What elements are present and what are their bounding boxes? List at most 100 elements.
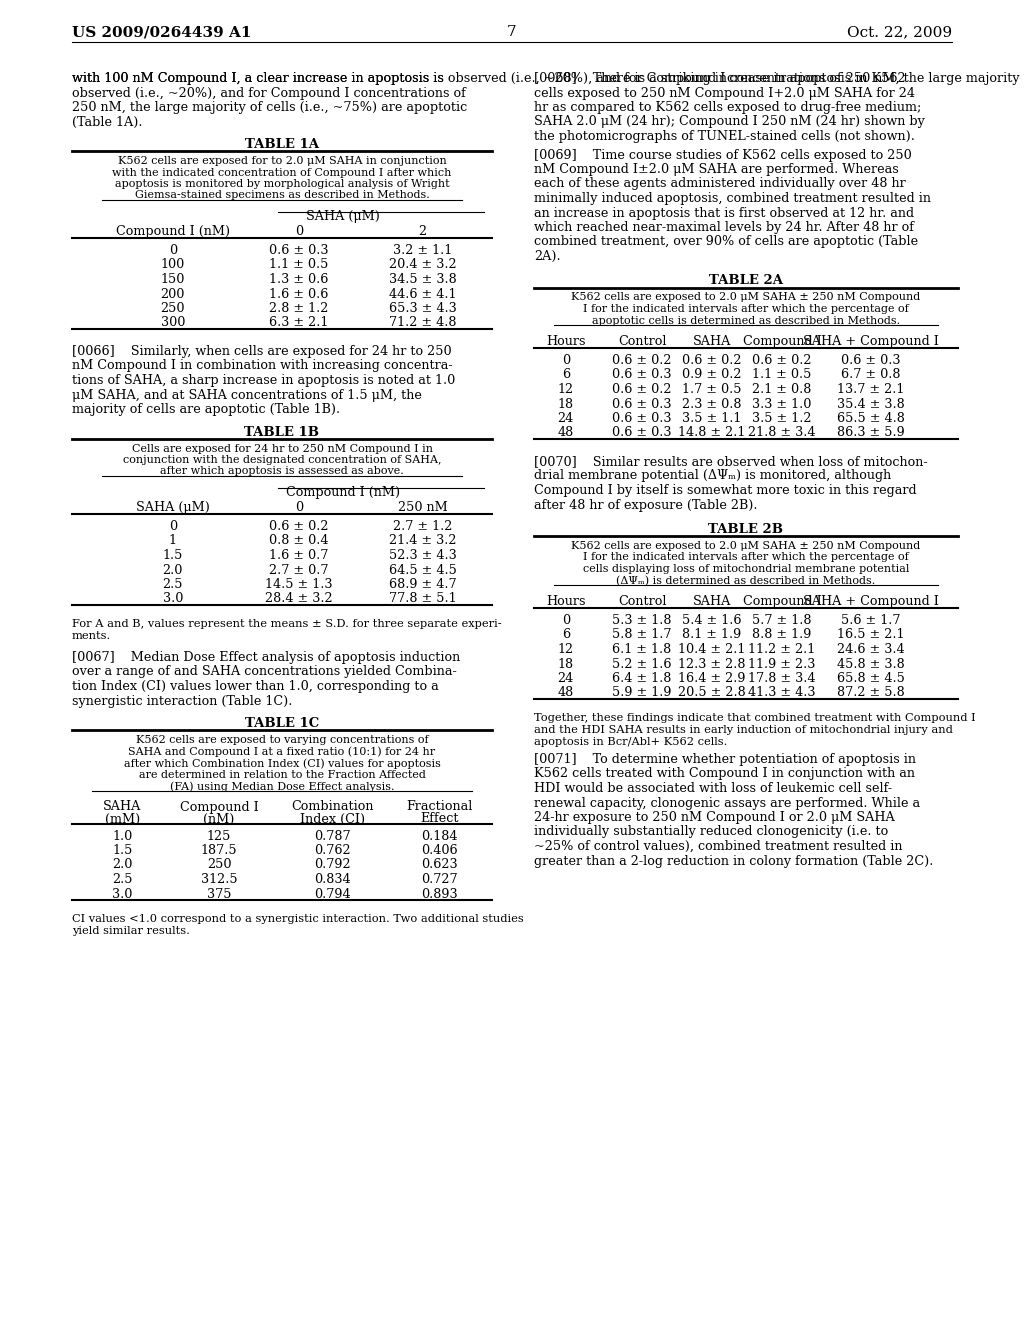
Text: TABLE 2B: TABLE 2B bbox=[709, 523, 783, 536]
Text: apoptosis in Bcr/Abl+ K562 cells.: apoptosis in Bcr/Abl+ K562 cells. bbox=[534, 737, 727, 747]
Text: 2.3 ± 0.8: 2.3 ± 0.8 bbox=[682, 397, 741, 411]
Text: Control: Control bbox=[617, 595, 667, 609]
Text: 1: 1 bbox=[169, 535, 177, 548]
Text: [0069]    Time course studies of K562 cells exposed to 250: [0069] Time course studies of K562 cells… bbox=[534, 149, 911, 161]
Text: minimally induced apoptosis, combined treatment resulted in: minimally induced apoptosis, combined tr… bbox=[534, 191, 931, 205]
Text: 1.1 ± 0.5: 1.1 ± 0.5 bbox=[269, 259, 329, 272]
Text: 0.6 ± 0.2: 0.6 ± 0.2 bbox=[612, 383, 672, 396]
Text: the photomicrographs of TUNEL-stained cells (not shown).: the photomicrographs of TUNEL-stained ce… bbox=[534, 129, 914, 143]
Text: Compound I: Compound I bbox=[742, 595, 821, 609]
Text: 6.4 ± 1.8: 6.4 ± 1.8 bbox=[612, 672, 672, 685]
Text: 1.5: 1.5 bbox=[163, 549, 183, 562]
Text: after which Combination Index (CI) values for apoptosis: after which Combination Index (CI) value… bbox=[124, 758, 440, 768]
Text: Fractional: Fractional bbox=[407, 800, 473, 813]
Text: 0.792: 0.792 bbox=[314, 858, 350, 871]
Text: cells displaying loss of mitochondrial membrane potential: cells displaying loss of mitochondrial m… bbox=[583, 564, 909, 574]
Text: an increase in apoptosis that is first observed at 12 hr. and: an increase in apoptosis that is first o… bbox=[534, 206, 914, 219]
Text: 0: 0 bbox=[295, 224, 303, 238]
Text: (nM): (nM) bbox=[204, 813, 234, 825]
Text: 11.9 ± 2.3: 11.9 ± 2.3 bbox=[749, 657, 816, 671]
Text: 8.1 ± 1.9: 8.1 ± 1.9 bbox=[682, 628, 741, 642]
Text: 6.1 ± 1.8: 6.1 ± 1.8 bbox=[612, 643, 672, 656]
Text: 5.2 ± 1.6: 5.2 ± 1.6 bbox=[612, 657, 672, 671]
Text: observed (i.e., ~20%), and for Compound I concentrations of: observed (i.e., ~20%), and for Compound … bbox=[72, 87, 466, 99]
Text: (FA) using Median Dose Effect analysis.: (FA) using Median Dose Effect analysis. bbox=[170, 781, 394, 792]
Text: 16.5 ± 2.1: 16.5 ± 2.1 bbox=[838, 628, 905, 642]
Text: 250 nM, the large majority of cells (i.e., ~75%) are apoptotic: 250 nM, the large majority of cells (i.e… bbox=[72, 102, 467, 114]
Text: Oct. 22, 2009: Oct. 22, 2009 bbox=[847, 25, 952, 40]
Text: [0067]    Median Dose Effect analysis of apoptosis induction: [0067] Median Dose Effect analysis of ap… bbox=[72, 651, 460, 664]
Text: 250: 250 bbox=[161, 302, 185, 315]
Text: 2A).: 2A). bbox=[534, 249, 560, 263]
Text: greater than a 2-log reduction in colony formation (Table 2C).: greater than a 2-log reduction in colony… bbox=[534, 854, 933, 867]
Text: majority of cells are apoptotic (Table 1B).: majority of cells are apoptotic (Table 1… bbox=[72, 403, 340, 416]
Text: hr as compared to K562 cells exposed to drug-free medium;: hr as compared to K562 cells exposed to … bbox=[534, 102, 922, 114]
Text: conjunction with the designated concentration of SAHA,: conjunction with the designated concentr… bbox=[123, 455, 441, 465]
Text: 0.794: 0.794 bbox=[314, 887, 350, 900]
Text: 2.5: 2.5 bbox=[113, 873, 133, 886]
Text: (Table 1A).: (Table 1A). bbox=[72, 116, 142, 128]
Text: 5.4 ± 1.6: 5.4 ± 1.6 bbox=[682, 614, 741, 627]
Text: 6: 6 bbox=[562, 628, 570, 642]
Text: 0.893: 0.893 bbox=[421, 887, 458, 900]
Text: synergistic interaction (Table 1C).: synergistic interaction (Table 1C). bbox=[72, 694, 293, 708]
Text: Compound I: Compound I bbox=[742, 335, 821, 348]
Text: 1.3 ± 0.6: 1.3 ± 0.6 bbox=[269, 273, 329, 286]
Text: ments.: ments. bbox=[72, 631, 112, 642]
Text: 48: 48 bbox=[558, 426, 573, 440]
Text: 21.4 ± 3.2: 21.4 ± 3.2 bbox=[389, 535, 457, 548]
Text: 35.4 ± 3.8: 35.4 ± 3.8 bbox=[838, 397, 905, 411]
Text: 6.3 ± 2.1: 6.3 ± 2.1 bbox=[269, 317, 329, 330]
Text: SAHA: SAHA bbox=[693, 335, 731, 348]
Text: 24-hr exposure to 250 nM Compound I or 2.0 μM SAHA: 24-hr exposure to 250 nM Compound I or 2… bbox=[534, 810, 895, 824]
Text: 100: 100 bbox=[161, 259, 185, 272]
Text: 2.8 ± 1.2: 2.8 ± 1.2 bbox=[269, 302, 329, 315]
Text: 312.5: 312.5 bbox=[201, 873, 238, 886]
Text: nM Compound I in combination with increasing concentra-: nM Compound I in combination with increa… bbox=[72, 359, 453, 372]
Text: I for the indicated intervals after which the percentage of: I for the indicated intervals after whic… bbox=[583, 304, 909, 314]
Text: 18: 18 bbox=[558, 657, 573, 671]
Text: renewal capacity, clonogenic assays are performed. While a: renewal capacity, clonogenic assays are … bbox=[534, 796, 921, 809]
Text: For A and B, values represent the means ± S.D. for three separate experi-: For A and B, values represent the means … bbox=[72, 619, 502, 630]
Text: TABLE 1A: TABLE 1A bbox=[245, 139, 319, 150]
Text: 12: 12 bbox=[558, 383, 573, 396]
Text: 87.2 ± 5.8: 87.2 ± 5.8 bbox=[838, 686, 905, 700]
Text: 0.6 ± 0.3: 0.6 ± 0.3 bbox=[269, 244, 329, 257]
Text: with the indicated concentration of Compound I after which: with the indicated concentration of Comp… bbox=[113, 168, 452, 177]
Text: tions of SAHA, a sharp increase in apoptosis is noted at 1.0: tions of SAHA, a sharp increase in apopt… bbox=[72, 374, 456, 387]
Text: TABLE 2A: TABLE 2A bbox=[709, 275, 783, 288]
Text: SAHA + Compound I: SAHA + Compound I bbox=[803, 335, 939, 348]
Text: 14.8 ± 2.1: 14.8 ± 2.1 bbox=[678, 426, 745, 440]
Text: 34.5 ± 3.8: 34.5 ± 3.8 bbox=[389, 273, 457, 286]
Text: 2.7 ± 0.7: 2.7 ± 0.7 bbox=[269, 564, 329, 577]
Text: Cells are exposed for 24 hr to 250 nM Compound I in: Cells are exposed for 24 hr to 250 nM Co… bbox=[131, 444, 432, 454]
Text: 0.787: 0.787 bbox=[314, 829, 350, 842]
Text: 71.2 ± 4.8: 71.2 ± 4.8 bbox=[389, 317, 457, 330]
Text: 8.8 ± 1.9: 8.8 ± 1.9 bbox=[753, 628, 812, 642]
Text: 3.0: 3.0 bbox=[163, 593, 183, 606]
Text: 0.6 ± 0.2: 0.6 ± 0.2 bbox=[269, 520, 329, 533]
Text: 14.5 ± 1.3: 14.5 ± 1.3 bbox=[265, 578, 333, 591]
Text: 0.6 ± 0.3: 0.6 ± 0.3 bbox=[842, 354, 901, 367]
Text: 0.6 ± 0.2: 0.6 ± 0.2 bbox=[753, 354, 812, 367]
Text: 3.2 ± 1.1: 3.2 ± 1.1 bbox=[393, 244, 453, 257]
Text: K562 cells treated with Compound I in conjunction with an: K562 cells treated with Compound I in co… bbox=[534, 767, 915, 780]
Text: each of these agents administered individually over 48 hr: each of these agents administered indivi… bbox=[534, 177, 906, 190]
Text: TABLE 1B: TABLE 1B bbox=[245, 425, 319, 438]
Text: 65.8 ± 4.5: 65.8 ± 4.5 bbox=[838, 672, 905, 685]
Text: 2.0: 2.0 bbox=[113, 858, 132, 871]
Text: 12: 12 bbox=[558, 643, 573, 656]
Text: Together, these findings indicate that combined treatment with Compound I: Together, these findings indicate that c… bbox=[534, 713, 976, 723]
Text: 0.6 ± 0.2: 0.6 ± 0.2 bbox=[612, 354, 672, 367]
Text: 86.3 ± 5.9: 86.3 ± 5.9 bbox=[838, 426, 905, 440]
Text: Control: Control bbox=[617, 335, 667, 348]
Text: 5.8 ± 1.7: 5.8 ± 1.7 bbox=[612, 628, 672, 642]
Text: 0.6 ± 0.3: 0.6 ± 0.3 bbox=[612, 412, 672, 425]
Text: K562 cells are exposed to varying concentrations of: K562 cells are exposed to varying concen… bbox=[136, 735, 428, 744]
Text: 2.1 ± 0.8: 2.1 ± 0.8 bbox=[753, 383, 812, 396]
Text: K562 cells are exposed to 2.0 μM SAHA ± 250 nM Compound: K562 cells are exposed to 2.0 μM SAHA ± … bbox=[571, 293, 921, 302]
Text: [0070]    Similar results are observed when loss of mitochon-: [0070] Similar results are observed when… bbox=[534, 455, 928, 469]
Text: 1.0: 1.0 bbox=[113, 829, 132, 842]
Text: Hours: Hours bbox=[546, 595, 586, 609]
Text: over a range of and SAHA concentrations yielded Combina-: over a range of and SAHA concentrations … bbox=[72, 665, 457, 678]
